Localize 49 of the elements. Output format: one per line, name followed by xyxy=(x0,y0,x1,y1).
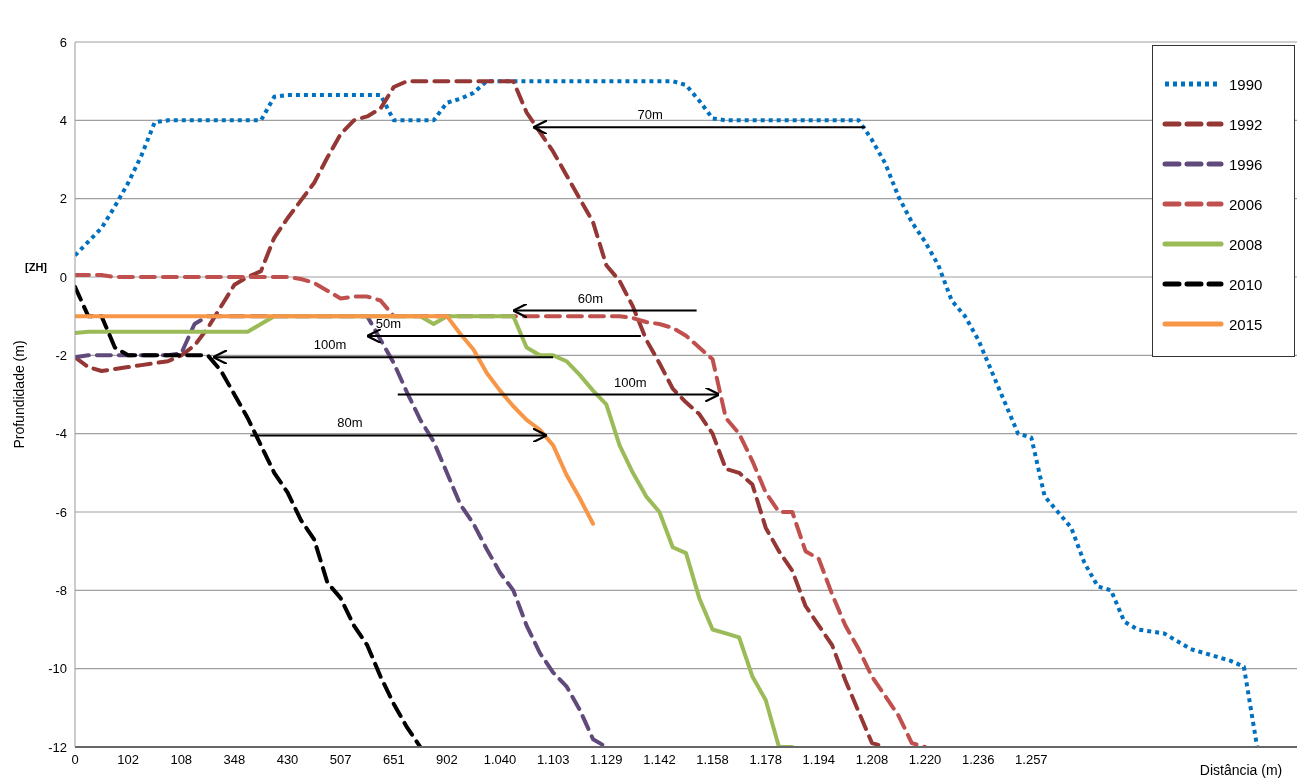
x-tick-label: 1.040 xyxy=(483,752,517,768)
x-tick-label: 1.236 xyxy=(961,752,995,768)
x-tick-label: 102 xyxy=(117,752,139,768)
y-tick-label: -8 xyxy=(55,582,67,598)
x-tick-label: 1.178 xyxy=(749,752,782,768)
line-series xyxy=(75,79,1260,747)
x-tick-label: 430 xyxy=(276,752,299,768)
x-tick-label: 1.129 xyxy=(590,752,623,768)
y-tick-label: -12 xyxy=(48,739,67,755)
annotation: 100m xyxy=(313,337,347,353)
x-tick-label: 348 xyxy=(223,752,246,768)
legend-label: 2008 xyxy=(1229,235,1263,253)
y-tick-label: 6 xyxy=(59,34,67,50)
x-tick-label: 1.208 xyxy=(855,752,889,768)
x-tick-label: 507 xyxy=(329,752,352,768)
legend-label: 2006 xyxy=(1229,195,1263,213)
line-series xyxy=(75,284,423,747)
x-tick-label: 902 xyxy=(436,752,458,768)
x-tick-label: 108 xyxy=(170,752,193,768)
x-tick-label: 1.158 xyxy=(696,752,729,768)
x-tick-label: 1.103 xyxy=(536,752,570,768)
legend-label: 1990 xyxy=(1229,75,1263,93)
x-tick-label: 1.194 xyxy=(802,752,836,768)
legend-label: 1992 xyxy=(1229,115,1263,133)
text: [ZH] xyxy=(25,261,48,273)
legend-label: 1996 xyxy=(1229,155,1263,173)
y-tick-label: 2 xyxy=(59,191,67,207)
line-series xyxy=(75,314,596,526)
y-tick-label: -2 xyxy=(55,347,67,363)
annotation: 60m xyxy=(577,290,604,306)
x-axis-title: Distância (m) xyxy=(1199,762,1283,778)
annotation: 70m xyxy=(637,107,663,123)
annotation: 80m xyxy=(337,415,363,431)
annotation: 50m xyxy=(375,315,402,331)
x-tick-label: 1.142 xyxy=(643,752,676,768)
y-tick-label: -4 xyxy=(55,426,67,442)
y-tick-label: 4 xyxy=(59,112,67,128)
line-series xyxy=(75,273,928,747)
annotation: 100m xyxy=(613,374,647,390)
y-tick-label: -10 xyxy=(48,661,67,677)
y-tick-label: 0 xyxy=(59,269,67,285)
y-tick-label: -6 xyxy=(55,504,67,520)
legend-label: 2015 xyxy=(1229,315,1263,333)
legend-label: 2010 xyxy=(1229,275,1263,293)
y-axis-title: Profundidade (m) xyxy=(11,340,27,449)
x-tick-label: 1.220 xyxy=(908,752,942,768)
x-tick-label: 651 xyxy=(382,752,405,768)
x-tick-label: 1.257 xyxy=(1015,752,1048,768)
x-tick-label: 0 xyxy=(71,752,79,768)
